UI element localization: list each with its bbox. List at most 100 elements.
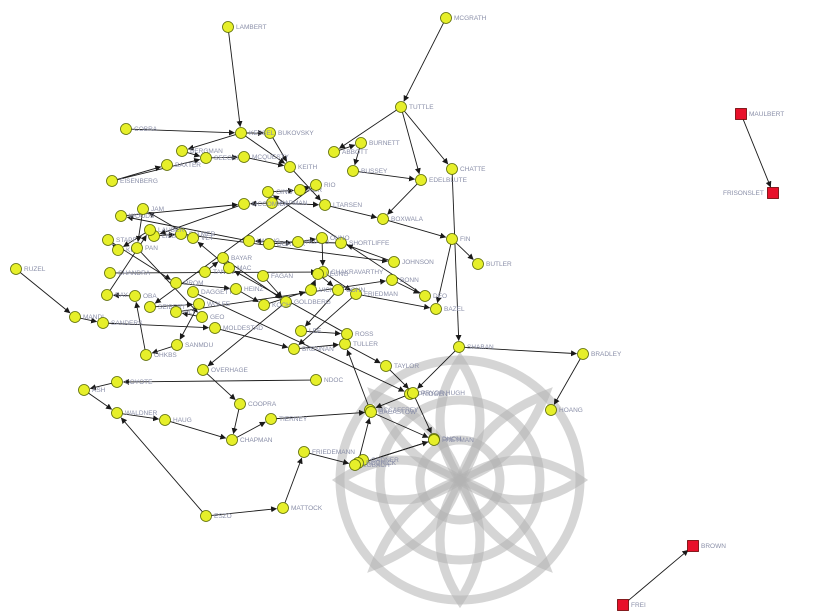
node-circle-fin[interactable] <box>446 233 458 245</box>
node-abbott[interactable]: ABBOTT <box>328 146 369 158</box>
node-prom[interactable]: PROM <box>170 277 204 289</box>
node-circle-ross[interactable] <box>341 328 353 340</box>
node-circle-mccomick[interactable] <box>238 198 250 210</box>
node-kessel[interactable]: KESSEL <box>235 127 275 139</box>
node-circle-seibert[interactable] <box>144 301 156 313</box>
node-huang[interactable]: HUANG <box>292 236 330 248</box>
node-circle-mcgrath[interactable] <box>440 12 452 24</box>
node-circle-friedemann[interactable] <box>298 446 310 458</box>
node-ash[interactable]: ASH <box>78 384 106 396</box>
node-friedman[interactable]: FRIEDMAN <box>350 288 399 300</box>
node-circle-pan[interactable] <box>131 242 143 254</box>
node-fagan[interactable]: FAGAN <box>257 270 294 282</box>
node-circle-shaban[interactable] <box>453 341 465 353</box>
node-tierney[interactable]: TIERNEY <box>265 413 308 425</box>
node-circle-bergman[interactable] <box>176 145 188 157</box>
node-circle-coyote[interactable] <box>111 376 123 388</box>
node-overhage[interactable]: OVERHAGE <box>197 364 249 376</box>
node-circle-lobach[interactable] <box>349 459 361 471</box>
node-dorner[interactable]: DORNER <box>263 238 306 250</box>
node-koch[interactable]: KOCH <box>258 299 292 311</box>
node-circle-ndoc[interactable] <box>310 374 322 386</box>
node-eisenberg[interactable]: EISENBERG <box>106 175 158 187</box>
node-circle-geo[interactable] <box>196 311 208 323</box>
node-edelblute[interactable]: EDELBLUTE <box>415 174 468 186</box>
node-circle-bonn[interactable] <box>386 274 398 286</box>
node-circle-deo[interactable] <box>419 290 431 302</box>
node-bradley[interactable]: BRADLEY <box>577 348 623 360</box>
node-chandra[interactable]: CHANDRA <box>104 267 151 279</box>
node-bazel[interactable]: BAZEL <box>430 303 465 315</box>
node-leung[interactable]: LEUNG <box>312 268 349 280</box>
node-circle-leung[interactable] <box>312 268 324 280</box>
node-circle-palmer[interactable] <box>175 228 187 240</box>
node-circle-kimm[interactable] <box>112 244 124 256</box>
node-circle-daggett[interactable] <box>187 286 199 298</box>
node-circle-tuller[interactable] <box>339 338 351 350</box>
node-mandl[interactable]: MANDL <box>69 311 107 323</box>
node-circle-tuttle[interactable] <box>395 101 407 113</box>
node-coyote[interactable]: COYOTE <box>111 376 154 388</box>
node-waldner[interactable]: WALDNER <box>111 407 158 419</box>
node-circle-pryorhugh[interactable] <box>407 387 419 399</box>
node-circle-oba[interactable] <box>129 290 141 302</box>
node-tuller[interactable]: TULLER <box>339 338 379 350</box>
node-ray[interactable]: RAY <box>101 289 129 301</box>
node-circle-bussey[interactable] <box>347 165 359 177</box>
node-circle-vet[interactable] <box>187 232 199 244</box>
node-frei[interactable]: FREI <box>617 599 647 611</box>
node-haug[interactable]: HAUG <box>159 414 192 426</box>
node-circle-bazel[interactable] <box>430 303 442 315</box>
node-keith[interactable]: KEITH <box>284 161 318 173</box>
node-square-brown[interactable] <box>687 540 699 552</box>
node-circle-lwang[interactable] <box>243 235 255 247</box>
node-square-maulbert[interactable] <box>735 108 747 120</box>
node-butler[interactable]: BUTLER <box>472 258 512 270</box>
node-circle-chandra[interactable] <box>104 267 116 279</box>
node-moldestad[interactable]: MOLDESTAD <box>209 322 264 334</box>
node-circle-prom[interactable] <box>170 277 182 289</box>
node-mac[interactable]: MAC <box>223 262 252 274</box>
node-circle-mcquesty[interactable] <box>238 151 250 163</box>
node-circle-mattock[interactable] <box>277 502 289 514</box>
node-seibert[interactable]: SEIBERT <box>144 301 186 313</box>
node-circle-tierney[interactable] <box>265 413 277 425</box>
node-circle-sanders[interactable] <box>97 317 109 329</box>
node-circle-rio[interactable] <box>310 179 322 191</box>
node-baxter[interactable]: BAXTER <box>161 159 202 171</box>
node-bayar[interactable]: BAYAR <box>217 252 253 264</box>
node-alt[interactable]: ALT <box>170 306 196 318</box>
node-bonn[interactable]: BONN <box>386 274 420 286</box>
node-frisonslet[interactable]: FRISONSLET <box>723 187 779 199</box>
node-circle-dorner[interactable] <box>263 238 275 250</box>
node-palmer[interactable]: PALMER <box>175 228 216 240</box>
node-cobra[interactable]: COBRA <box>120 123 158 135</box>
node-circle-gino[interactable] <box>262 186 274 198</box>
node-circle-taylor[interactable] <box>380 360 392 372</box>
node-johnson[interactable]: JOHNSON <box>388 256 435 268</box>
node-circle-keith[interactable] <box>284 161 296 173</box>
node-circle-kapman[interactable] <box>266 197 278 209</box>
node-circle-ray[interactable] <box>101 289 113 301</box>
node-chatte[interactable]: CHATTE <box>446 163 487 175</box>
node-circle-hoang[interactable] <box>545 404 557 416</box>
node-circle-cohn[interactable] <box>332 284 344 296</box>
node-square-frei[interactable] <box>617 599 629 611</box>
node-circle-mandl[interactable] <box>69 311 81 323</box>
node-shortliffe[interactable]: SHORTLIFFE <box>335 237 390 249</box>
node-circle-mac[interactable] <box>223 262 235 274</box>
node-circle-woods[interactable] <box>115 210 127 222</box>
node-chapman[interactable]: CHAPMAN <box>226 434 273 446</box>
node-circle-wolfe[interactable] <box>193 298 205 310</box>
node-bacastow[interactable]: BACASTOW <box>365 406 417 418</box>
node-circle-edelblute[interactable] <box>415 174 427 186</box>
node-circle-coopra[interactable] <box>234 398 246 410</box>
node-circle-ohno[interactable] <box>316 232 328 244</box>
node-bukovsky[interactable]: BUKOVSKY <box>264 127 315 139</box>
node-circle-cobra[interactable] <box>120 123 132 135</box>
node-bussey[interactable]: BUSSEY <box>347 165 389 177</box>
node-daggett[interactable]: DAGGETT <box>187 286 233 298</box>
node-circle-freyman[interactable] <box>428 434 440 446</box>
node-circle-ohkbs[interactable] <box>140 349 152 361</box>
node-tuttle[interactable]: TUTTLE <box>395 101 435 113</box>
